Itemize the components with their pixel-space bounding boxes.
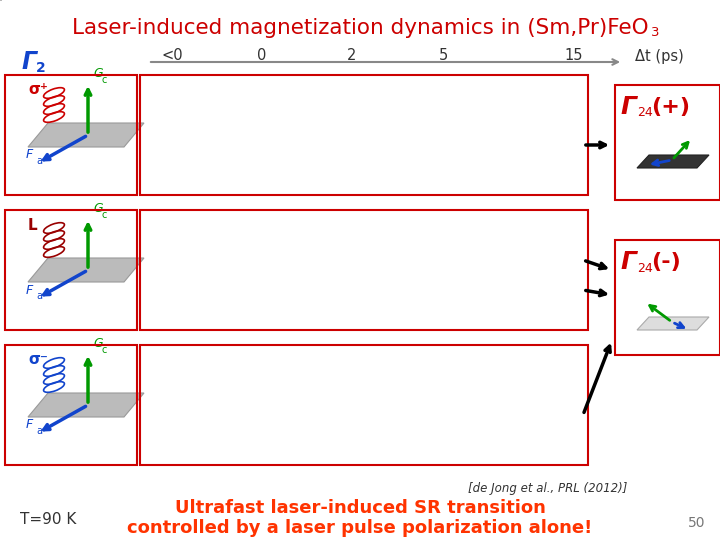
Polygon shape	[637, 317, 709, 330]
Polygon shape	[637, 155, 709, 168]
Bar	[140, 210, 588, 330]
Text: c: c	[102, 75, 107, 85]
Bar	[5, 210, 137, 330]
Text: (-): (-)	[651, 252, 680, 272]
Polygon shape	[28, 258, 144, 282]
Circle shape	[150, 296, 162, 308]
Polygon shape	[28, 123, 144, 147]
Text: 50: 50	[688, 516, 705, 530]
Text: c: c	[102, 210, 107, 220]
Text: Γ: Γ	[620, 95, 636, 119]
Text: Γ: Γ	[620, 250, 636, 274]
Text: [de Jong et al., PRL (2012)]: [de Jong et al., PRL (2012)]	[468, 482, 628, 495]
Text: a: a	[36, 156, 42, 166]
Text: Ultrafast laser-induced SR transition: Ultrafast laser-induced SR transition	[174, 499, 546, 517]
Text: Γ: Γ	[22, 50, 37, 74]
Text: F: F	[26, 148, 33, 161]
Text: (+): (+)	[651, 97, 690, 117]
Text: G: G	[93, 67, 103, 80]
Text: σ⁺: σ⁺	[28, 83, 48, 98]
Text: G: G	[93, 202, 103, 215]
Bar	[5, 345, 137, 465]
Text: 24: 24	[637, 261, 653, 274]
Text: 3: 3	[651, 26, 660, 39]
Text: 2: 2	[36, 61, 46, 75]
Text: <0: <0	[161, 49, 183, 64]
Text: G: G	[93, 337, 103, 350]
Bar	[5, 75, 137, 195]
Polygon shape	[28, 393, 144, 417]
Text: L: L	[28, 218, 37, 233]
Bar	[140, 345, 588, 465]
Text: Laser-induced magnetization dynamics in (Sm,Pr)FeO: Laser-induced magnetization dynamics in …	[72, 18, 648, 38]
Text: a: a	[36, 426, 42, 436]
Text: c: c	[102, 345, 107, 355]
Text: 0: 0	[257, 49, 266, 64]
Text: 20 μm: 20 μm	[152, 315, 193, 328]
Text: 24: 24	[637, 106, 653, 119]
Text: F: F	[26, 284, 33, 296]
Text: F: F	[26, 418, 33, 431]
Text: controlled by a laser pulse polarization alone!: controlled by a laser pulse polarization…	[127, 519, 593, 537]
Text: T=90 K: T=90 K	[20, 512, 76, 527]
Text: σ⁻: σ⁻	[28, 353, 48, 368]
Text: 2: 2	[347, 49, 356, 64]
Bar	[615, 85, 720, 200]
Bar	[140, 75, 588, 195]
Text: 15: 15	[564, 49, 583, 64]
Circle shape	[164, 296, 176, 308]
Text: a: a	[36, 291, 42, 301]
Text: Δt (ps): Δt (ps)	[635, 49, 684, 64]
Bar	[615, 240, 720, 355]
Text: 5: 5	[438, 49, 448, 64]
